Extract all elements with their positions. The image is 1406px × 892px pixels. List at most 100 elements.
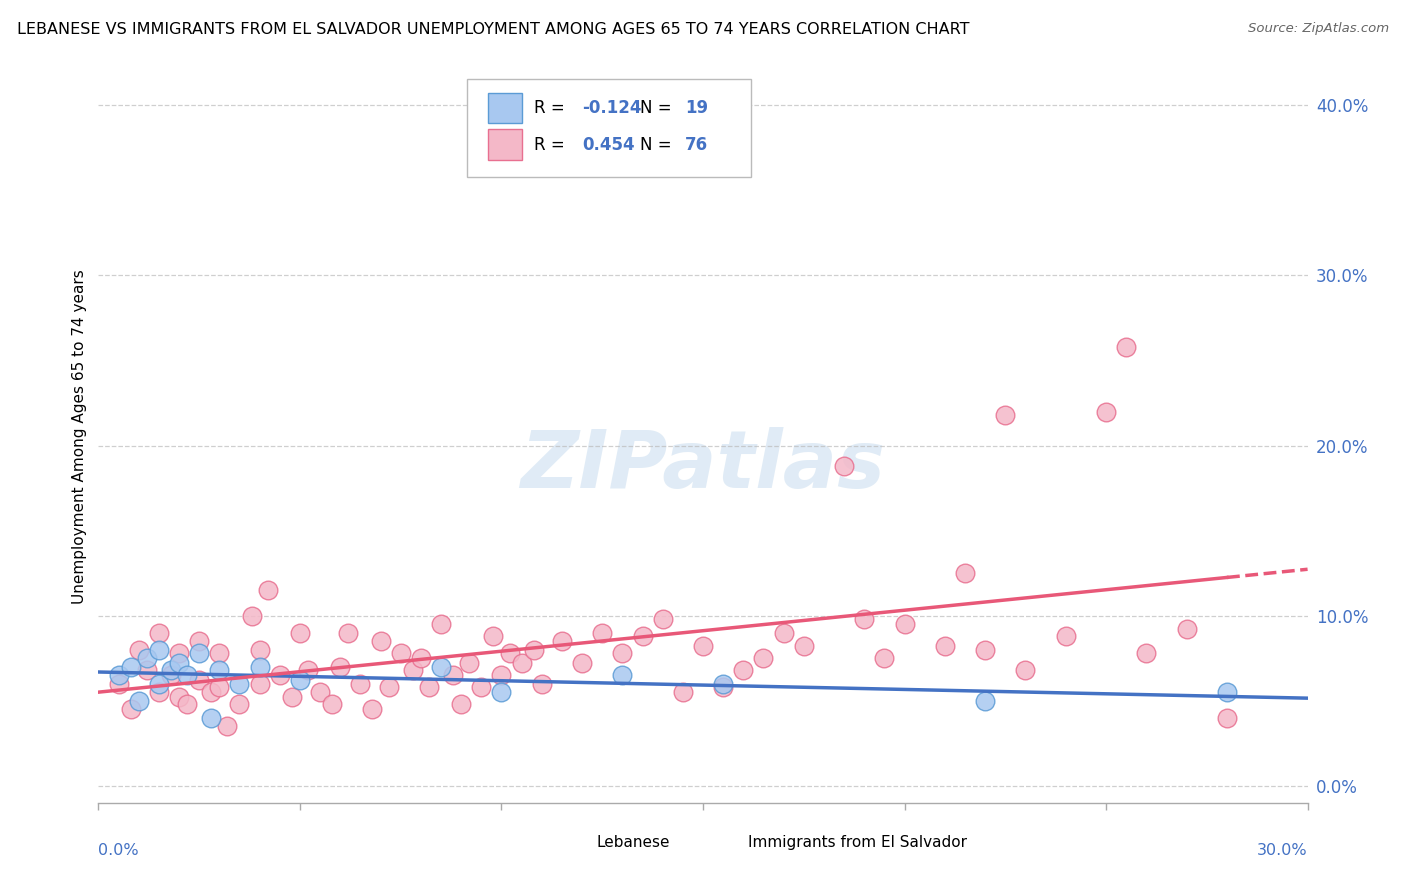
Point: [1216, 685, 1239, 699]
Text: 19: 19: [685, 99, 709, 117]
Point: [377, 680, 399, 694]
Point: [733, 663, 755, 677]
Point: [1014, 663, 1036, 677]
Point: [288, 625, 311, 640]
Text: Source: ZipAtlas.com: Source: ZipAtlas.com: [1249, 22, 1389, 36]
Point: [441, 668, 464, 682]
Point: [482, 629, 505, 643]
Point: [188, 646, 211, 660]
Text: ZIPatlas: ZIPatlas: [520, 427, 886, 506]
Point: [188, 634, 211, 648]
Text: 0.454: 0.454: [582, 136, 634, 153]
Point: [994, 408, 1017, 422]
Point: [510, 657, 533, 671]
Point: [107, 668, 129, 682]
Point: [120, 702, 142, 716]
Point: [176, 697, 198, 711]
Point: [873, 651, 896, 665]
Point: [167, 690, 190, 705]
Point: [631, 629, 654, 643]
Point: [200, 711, 222, 725]
Point: [430, 617, 453, 632]
Point: [430, 659, 453, 673]
Text: 0.0%: 0.0%: [98, 843, 139, 858]
Point: [1095, 404, 1118, 418]
Point: [1175, 622, 1198, 636]
Bar: [564, 832, 588, 853]
Point: [269, 668, 291, 682]
Point: [1115, 340, 1137, 354]
Point: [120, 659, 142, 673]
Text: LEBANESE VS IMMIGRANTS FROM EL SALVADOR UNEMPLOYMENT AMONG AGES 65 TO 74 YEARS C: LEBANESE VS IMMIGRANTS FROM EL SALVADOR …: [17, 22, 969, 37]
Text: Immigrants from El Salvador: Immigrants from El Salvador: [748, 835, 967, 850]
Point: [571, 657, 593, 671]
Point: [256, 583, 278, 598]
Point: [309, 685, 332, 699]
Point: [160, 663, 183, 677]
Text: -0.124: -0.124: [582, 99, 641, 117]
Text: R =: R =: [534, 136, 569, 153]
Point: [974, 642, 997, 657]
Point: [370, 634, 392, 648]
Point: [893, 617, 915, 632]
Point: [160, 668, 183, 682]
Text: 76: 76: [685, 136, 709, 153]
Point: [1054, 629, 1077, 643]
Point: [458, 657, 481, 671]
Text: N =: N =: [640, 136, 678, 153]
Text: 30.0%: 30.0%: [1257, 843, 1308, 858]
Point: [176, 668, 198, 682]
FancyBboxPatch shape: [467, 78, 751, 178]
Point: [498, 646, 520, 660]
Point: [389, 646, 412, 660]
Point: [523, 642, 546, 657]
Point: [409, 651, 432, 665]
Point: [711, 677, 734, 691]
Point: [793, 640, 815, 654]
Point: [107, 677, 129, 691]
Point: [612, 668, 634, 682]
Point: [832, 458, 855, 473]
Point: [240, 608, 263, 623]
Bar: [488, 93, 522, 123]
Point: [953, 566, 976, 581]
Point: [361, 702, 384, 716]
Point: [148, 685, 170, 699]
Bar: [716, 832, 740, 853]
Point: [1135, 646, 1157, 660]
Point: [167, 657, 190, 671]
Text: Lebanese: Lebanese: [596, 835, 671, 850]
Bar: [488, 129, 522, 160]
Point: [148, 677, 170, 691]
Text: R =: R =: [534, 99, 569, 117]
Point: [228, 697, 250, 711]
Point: [1216, 711, 1239, 725]
Point: [711, 680, 734, 694]
Point: [329, 659, 352, 673]
Point: [128, 642, 150, 657]
Point: [167, 646, 190, 660]
Point: [530, 677, 553, 691]
Point: [188, 673, 211, 688]
Point: [249, 677, 271, 691]
Point: [470, 680, 492, 694]
Point: [281, 690, 304, 705]
Point: [692, 640, 714, 654]
Point: [208, 680, 231, 694]
Point: [491, 668, 513, 682]
Point: [853, 612, 876, 626]
Point: [249, 642, 271, 657]
Point: [208, 646, 231, 660]
Point: [672, 685, 695, 699]
Point: [752, 651, 775, 665]
Point: [402, 663, 425, 677]
Point: [491, 685, 513, 699]
Point: [450, 697, 472, 711]
Point: [128, 694, 150, 708]
Point: [321, 697, 343, 711]
Point: [337, 625, 360, 640]
Point: [228, 677, 250, 691]
Point: [200, 685, 222, 699]
Point: [591, 625, 613, 640]
Point: [249, 659, 271, 673]
